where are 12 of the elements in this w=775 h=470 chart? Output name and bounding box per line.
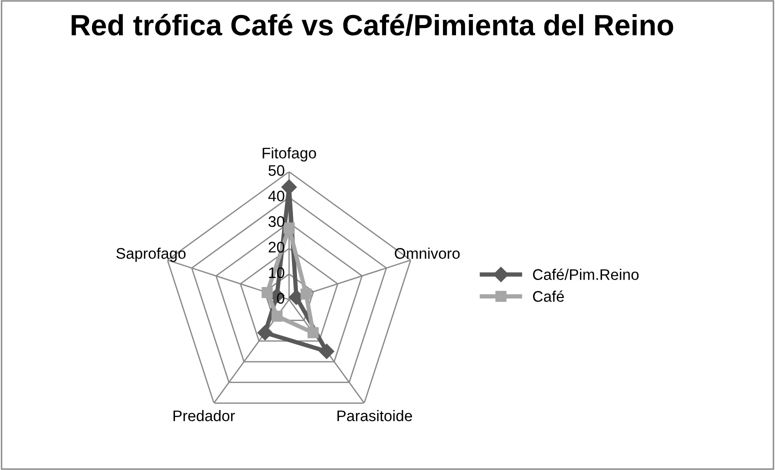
y-tick-label: 10	[269, 267, 284, 278]
chart-title: Red trófica Café vs Café/Pimienta del Reino	[72, 14, 674, 36]
spoke-label: Fitofago	[262, 147, 316, 162]
legend-label: Café/Pim.Reino	[533, 268, 639, 280]
y-tick-label: 40	[268, 190, 284, 202]
spoke-label: Predador	[174, 410, 235, 422]
legend-label: Café	[533, 290, 564, 302]
spoke-label: Omnivoro	[394, 248, 460, 259]
spoke-label: Saprofago	[116, 248, 186, 262]
spoke-label: Parasitoide	[337, 410, 412, 422]
y-tick-label: 20	[268, 242, 284, 253]
y-tick-label: 50	[268, 165, 284, 176]
